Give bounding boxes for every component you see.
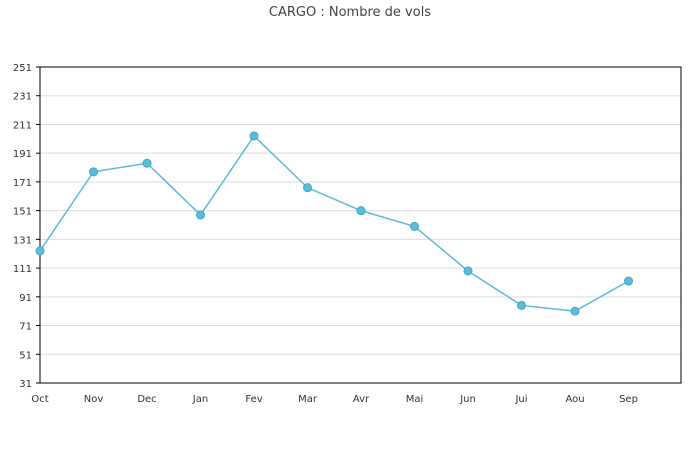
gridlines (40, 66, 681, 384)
x-tick-label: Mar (298, 394, 318, 405)
data-point[interactable] (142, 158, 152, 168)
x-tick-label: Mai (406, 394, 424, 405)
series-layer (35, 131, 633, 316)
series-line (39, 134, 629, 312)
y-tick-label: 71 (19, 322, 32, 333)
data-point[interactable] (303, 183, 312, 193)
x-tick-label: Fev (245, 394, 262, 405)
x-tick-label: Aou (565, 394, 584, 405)
y-tick-label: 151 (13, 207, 32, 218)
y-tick-label: 31 (19, 379, 32, 390)
y-tick-label: 251 (13, 63, 32, 74)
data-point[interactable] (463, 266, 473, 276)
y-tick-label: 231 (13, 92, 32, 103)
axes: 31 51 71 91 111 131 151 171 191 211 231 251 Oct Nov De… (13, 63, 682, 405)
y-tick-label: 211 (13, 120, 32, 131)
data-point[interactable] (196, 210, 205, 220)
y-tick-label: 171 (13, 178, 32, 189)
data-point[interactable] (624, 276, 633, 286)
data-point[interactable] (570, 306, 580, 316)
x-tick-label: Dec (137, 394, 156, 405)
y-tick-label: 111 (13, 264, 32, 275)
x-tick-label: Sep (619, 394, 638, 405)
x-tick-label: Avr (353, 394, 370, 405)
data-point[interactable] (410, 221, 419, 231)
x-tick-label: Jun (459, 394, 476, 405)
data-point[interactable] (35, 246, 45, 256)
chart-title: CARGO : Nombre de vols (268, 5, 432, 20)
data-point[interactable] (517, 300, 526, 310)
y-tick-label: 131 (13, 235, 32, 246)
x-tick-label: Jan (192, 394, 208, 405)
x-tick-label: Nov (84, 394, 104, 405)
y-tick-label: 91 (19, 293, 32, 304)
y-tick-label: 191 (13, 149, 32, 160)
data-point[interactable] (356, 206, 366, 216)
y-tick-label: 51 (19, 350, 32, 361)
data-point[interactable] (89, 167, 98, 177)
x-tick-label: Jui (514, 394, 527, 405)
data-point[interactable] (249, 131, 259, 141)
plot-frame (39, 66, 682, 384)
x-tick-label: Oct (31, 394, 48, 405)
